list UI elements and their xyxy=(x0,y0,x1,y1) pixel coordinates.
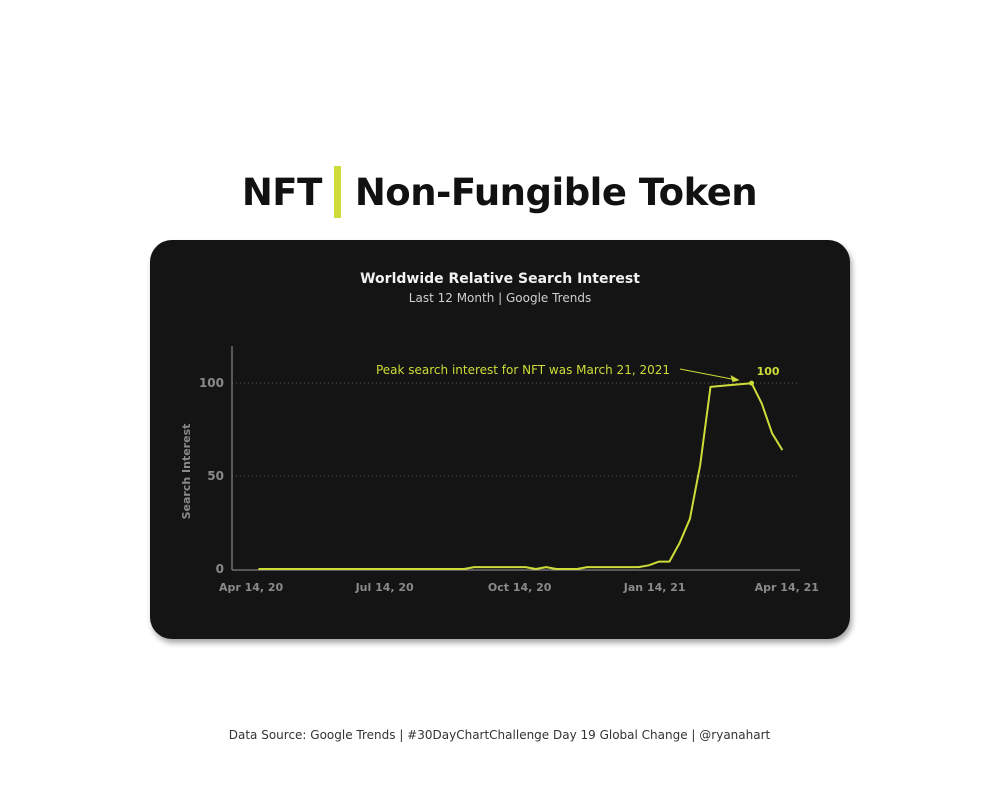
y-tick-label: 50 xyxy=(207,469,224,483)
title-divider xyxy=(333,166,341,218)
annotation-arrow-line xyxy=(679,368,738,381)
peak-point xyxy=(749,380,755,386)
footer-credit: Data Source: Google Trends | #30DayChart… xyxy=(228,728,771,742)
page-title: NFT Non-Fungible Token xyxy=(0,166,999,218)
x-tick-label: Jan 14, 21 xyxy=(623,581,686,594)
peak-value-label: 100 xyxy=(757,365,780,378)
series-line xyxy=(258,382,784,570)
page-title-acronym: NFT xyxy=(241,170,322,214)
annotation-arrow-head xyxy=(730,375,740,383)
x-tick-label: Apr 14, 20 xyxy=(219,581,284,594)
x-tick-label: Oct 14, 20 xyxy=(488,581,552,594)
y-axis-label: Search Interest xyxy=(180,424,193,520)
chart-subtitle: Last 12 Month | Google Trends xyxy=(409,291,591,305)
chart-title: Worldwide Relative Search Interest xyxy=(360,271,640,287)
chart-card: Worldwide Relative Search Interest Last 1… xyxy=(150,240,850,639)
page-title-full: Non-Fungible Token xyxy=(354,170,758,214)
x-tick-label: Apr 14, 21 xyxy=(755,581,819,594)
y-tick-label: 0 xyxy=(216,562,224,576)
y-tick-label: 100 xyxy=(199,376,224,390)
x-tick-label: Jul 14, 20 xyxy=(355,581,414,594)
line-chart: Worldwide Relative Search Interest Last 1… xyxy=(180,271,819,594)
peak-annotation: Peak search interest for NFT was March 2… xyxy=(376,363,670,377)
